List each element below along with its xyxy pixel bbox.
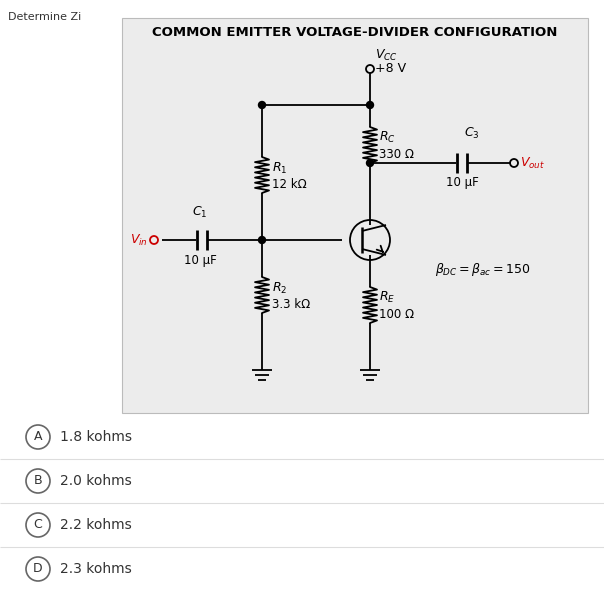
Text: $R_1$: $R_1$ [272,161,288,176]
Text: 100 Ω: 100 Ω [379,308,414,320]
Circle shape [259,237,266,244]
Text: D: D [33,563,43,575]
Text: $C_1$: $C_1$ [192,205,208,220]
Text: 3.3 kΩ: 3.3 kΩ [272,298,310,311]
Text: 10 μF: 10 μF [184,254,216,267]
Bar [0,415,604,459]
Text: $C_3$: $C_3$ [464,126,480,141]
Text: Determine Zi: Determine Zi [8,12,82,22]
Text: C: C [34,518,42,531]
Text: $R_C$: $R_C$ [379,129,396,145]
Bar [0,547,604,591]
Text: 12 kΩ: 12 kΩ [272,177,307,190]
Text: $V_{CC}$: $V_{CC}$ [375,48,398,63]
Text: 2.3 kohms: 2.3 kohms [60,562,132,576]
Bar [0,459,604,503]
FancyBboxPatch shape [122,18,588,413]
Text: $\beta_{DC} = \beta_{ac} = 150$: $\beta_{DC} = \beta_{ac} = 150$ [435,262,530,279]
Bar [0,503,604,547]
Text: $R_2$: $R_2$ [272,280,288,295]
Text: $V_{out}$: $V_{out}$ [520,155,545,171]
Text: 10 μF: 10 μF [446,176,478,189]
Text: $R_E$: $R_E$ [379,289,395,305]
Text: $V_{in}$: $V_{in}$ [130,232,148,247]
Circle shape [367,160,373,167]
Text: 2.0 kohms: 2.0 kohms [60,474,132,488]
Text: 1.8 kohms: 1.8 kohms [60,430,132,444]
Text: 330 Ω: 330 Ω [379,148,414,161]
Text: 2.2 kohms: 2.2 kohms [60,518,132,532]
Text: COMMON EMITTER VOLTAGE-DIVIDER CONFIGURATION: COMMON EMITTER VOLTAGE-DIVIDER CONFIGURA… [152,26,557,39]
Circle shape [367,101,373,109]
Text: A: A [34,431,42,444]
Text: B: B [34,474,42,487]
Circle shape [259,101,266,109]
Text: +8 V: +8 V [375,62,406,75]
